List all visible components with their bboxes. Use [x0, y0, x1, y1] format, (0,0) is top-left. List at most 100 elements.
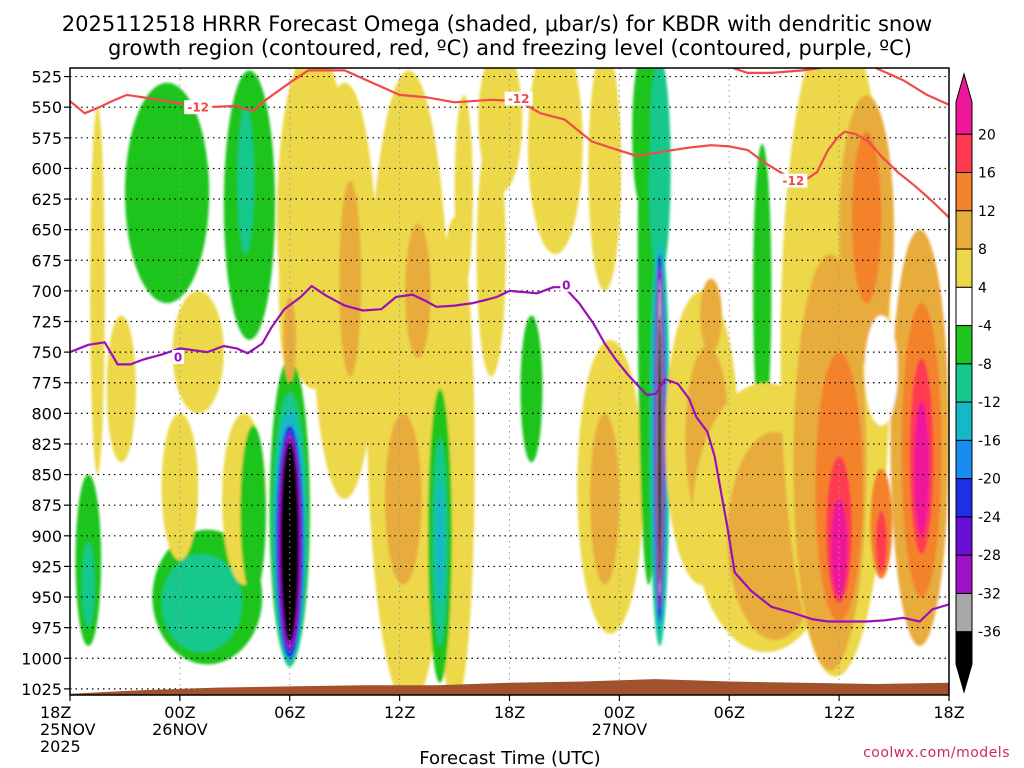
omega-region-66 — [875, 511, 887, 573]
credit-text: coolwx.com/models — [863, 745, 1010, 761]
colorbar-segment-8 — [955, 401, 973, 441]
colorbar: 20 16 12 8 4 -4 -8 -12 -16 -20 -24 -28 -32 -36 — [955, 72, 1001, 694]
colorbar-segment-3 — [955, 210, 973, 250]
y-tick-label-1: 550 — [31, 98, 62, 117]
omega-region-0 — [90, 107, 105, 475]
y-tick-label-9: 750 — [31, 343, 62, 362]
x-tick-label-5-1: 27NOV — [592, 720, 648, 739]
y-tick-label-15: 900 — [31, 527, 62, 546]
omega-region-1 — [106, 315, 136, 463]
y-tick-label-12: 825 — [31, 435, 62, 454]
colorbar-label-11: -28 — [978, 548, 1001, 564]
surface-terrain — [70, 679, 949, 695]
colorbar-segment-4 — [955, 248, 973, 288]
colorbar-segment-14 — [955, 631, 973, 694]
colorbar-label-13: -36 — [978, 625, 1001, 641]
y-tick-label-8: 725 — [31, 312, 62, 331]
y-tick-label-10: 775 — [31, 374, 62, 393]
x-tick-label-0-0: 18Z — [40, 703, 71, 722]
omega-region-60 — [851, 131, 882, 304]
colorbar-label-5: -4 — [978, 319, 992, 335]
omega-region-64 — [913, 401, 930, 536]
colorbar-segment-11 — [955, 516, 973, 556]
contour-label-4: 0 — [562, 278, 570, 292]
colorbar-segment-6 — [955, 325, 973, 365]
colorbar-label-9: -20 — [978, 472, 1001, 488]
omega-region-31 — [520, 315, 543, 463]
omega-region-10 — [240, 425, 266, 598]
omega-region-21 — [283, 297, 297, 383]
y-tick-label-6: 675 — [31, 251, 62, 270]
omega-region-67 — [864, 315, 898, 426]
y-tick-label-3: 600 — [31, 159, 62, 178]
contour-labels: -12 -12 -12 0 0 — [172, 91, 808, 365]
contour-line-2 — [875, 68, 949, 106]
x-axis-label: Forecast Time (UTC) — [419, 748, 600, 768]
contour-label-bg-2 — [779, 173, 808, 188]
contour-line-1 — [732, 68, 821, 74]
x-tick-label-1-1: 26NOV — [152, 720, 208, 739]
colorbar-label-8: -16 — [978, 433, 1001, 449]
chart-title-line-2: growth region (contoured, red, ºC) and f… — [108, 36, 912, 60]
omega-region-51 — [753, 143, 772, 438]
x-tick-label-8-0: 18Z — [933, 703, 964, 722]
y-tick-label-0: 525 — [31, 68, 62, 87]
x-tick-label-1-0: 00Z — [164, 703, 195, 722]
y-tick-label-20: 1025 — [21, 680, 62, 699]
omega-region-38 — [590, 413, 620, 585]
y-tick-label-2: 575 — [31, 129, 62, 148]
colorbar-label-6: -8 — [978, 357, 992, 373]
colorbar-label-2: 12 — [978, 204, 996, 220]
x-tick-label-7-0: 12Z — [823, 703, 854, 722]
y-tick-label-16: 925 — [31, 557, 62, 576]
y-tick-label-13: 850 — [31, 466, 62, 485]
colorbar-segment-0 — [955, 72, 973, 135]
colorbar-segment-9 — [955, 439, 973, 480]
omega-region-34 — [435, 480, 444, 604]
y-axis-pressure: 525 550 575 600 625 650 675 700 725 750 775 800 825 8… — [21, 68, 70, 699]
colorbar-segment-2 — [955, 172, 973, 212]
omega-region-50 — [699, 278, 722, 353]
contour-label-3: 0 — [174, 351, 182, 365]
contour-label-2: -12 — [783, 174, 805, 188]
colorbar-label-4: 4 — [978, 280, 987, 296]
y-tick-label-7: 700 — [31, 282, 62, 301]
colorbar-label-7: -12 — [978, 395, 1001, 411]
x-tick-label-0-2: 2025 — [40, 737, 81, 756]
x-tick-label-3-0: 12Z — [384, 703, 415, 722]
x-tick-label-2-0: 06Z — [274, 703, 305, 722]
y-tick-label-17: 950 — [31, 588, 62, 607]
y-tick-label-19: 1000 — [21, 649, 62, 668]
colorbar-label-12: -32 — [978, 586, 1001, 602]
contour-line-3 — [70, 284, 949, 623]
colorbar-label-10: -24 — [978, 510, 1001, 526]
colorbar-segment-1 — [955, 133, 973, 174]
contour-label-bg-3 — [172, 350, 185, 365]
omega-region-25 — [384, 413, 422, 585]
y-tick-label-11: 800 — [31, 404, 62, 423]
omega-region-4 — [124, 82, 210, 304]
x-tick-label-0-1: 25NOV — [40, 720, 96, 739]
contour-label-0: -12 — [187, 101, 209, 115]
contour-label-bg-0 — [184, 100, 213, 115]
colorbar-label-1: 16 — [978, 166, 996, 182]
y-tick-label-4: 625 — [31, 190, 62, 209]
colorbar-segment-5 — [955, 286, 973, 327]
omega-shaded-field — [75, 68, 949, 695]
omega-region-47 — [657, 315, 662, 585]
terrain-fill — [70, 679, 949, 695]
colorbar-segment-12 — [955, 554, 973, 594]
colorbar-label-3: 8 — [978, 242, 987, 258]
omega-region-3 — [81, 541, 95, 628]
omega-region-36 — [588, 68, 622, 291]
contour-label-bg-4 — [560, 277, 573, 292]
colorbar-segment-10 — [955, 478, 973, 518]
omega-region-23 — [339, 180, 362, 377]
y-tick-label-5: 650 — [31, 221, 62, 240]
contour-label-bg-1 — [504, 91, 533, 106]
omega-region-41 — [632, 68, 651, 206]
y-tick-label-14: 875 — [31, 496, 62, 515]
chart-title-line-1: 2025112518 HRRR Forecast Omega (shaded, … — [62, 12, 932, 36]
